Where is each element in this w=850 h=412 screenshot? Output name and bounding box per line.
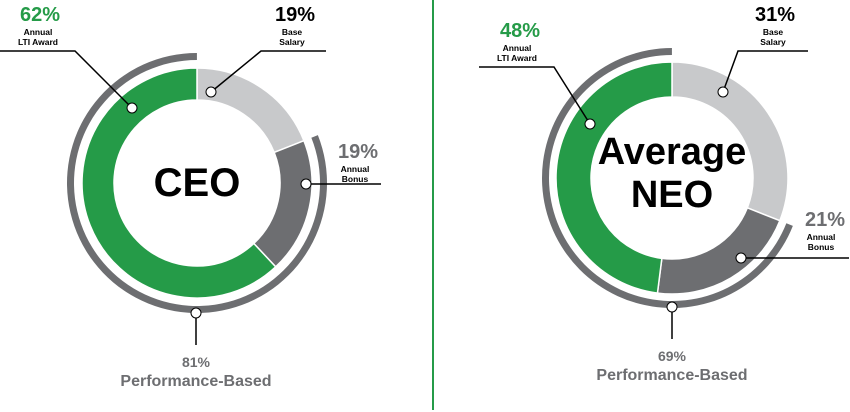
neo-chart: Average NEO 48% Annual LTI Award 31% Bas… xyxy=(479,4,849,384)
performance-label: Performance-Based xyxy=(596,367,747,384)
lti-label-1: Annual xyxy=(24,27,53,37)
marker-base xyxy=(205,86,217,98)
marker-lti xyxy=(126,102,138,114)
segment-annual-lti-award xyxy=(81,67,277,299)
leader-line-base xyxy=(722,50,808,93)
performance-label: Performance-Based xyxy=(120,373,271,390)
base-label-2: Salary xyxy=(279,37,305,47)
bonus-label-2: Bonus xyxy=(342,174,369,184)
lti-label-2: LTI Award xyxy=(18,37,58,47)
leader-line-lti xyxy=(479,66,591,125)
base-label-2: Salary xyxy=(760,37,786,47)
marker-base xyxy=(717,86,729,98)
bonus-label-1: Annual xyxy=(807,232,836,242)
performance-pct: 81% xyxy=(182,354,211,370)
bonus-label-1: Annual xyxy=(341,164,370,174)
bonus-pct: 21% xyxy=(805,209,845,231)
ceo-chart: CEO 62% Annual LTI Award 19% Base Salary… xyxy=(0,4,381,390)
marker-performance xyxy=(190,307,202,319)
lti-pct: 48% xyxy=(500,20,540,42)
lti-pct: 62% xyxy=(20,4,60,26)
lti-label-1: Annual xyxy=(503,43,532,53)
base-label-1: Base xyxy=(763,27,784,37)
performance-pct: 69% xyxy=(658,348,687,364)
base-label-1: Base xyxy=(282,27,303,37)
marker-lti xyxy=(584,118,596,130)
segment-annual-lti-award xyxy=(555,61,673,294)
segment-base-salary xyxy=(196,67,305,154)
bonus-pct: 19% xyxy=(338,141,378,163)
neo-center-title-2: NEO xyxy=(631,174,713,216)
marker-bonus xyxy=(735,252,747,264)
lti-label-2: LTI Award xyxy=(497,53,537,63)
segment-annual-bonus xyxy=(656,206,781,295)
base-pct: 31% xyxy=(755,4,795,26)
bonus-label-2: Bonus xyxy=(808,242,835,252)
ceo-center-title: CEO xyxy=(154,161,241,205)
leader-line-lti xyxy=(0,50,133,109)
neo-center-title-1: Average xyxy=(598,131,747,173)
leader-line-base xyxy=(210,50,326,93)
base-pct: 19% xyxy=(275,4,315,26)
marker-performance xyxy=(666,301,678,313)
marker-bonus xyxy=(300,178,312,190)
